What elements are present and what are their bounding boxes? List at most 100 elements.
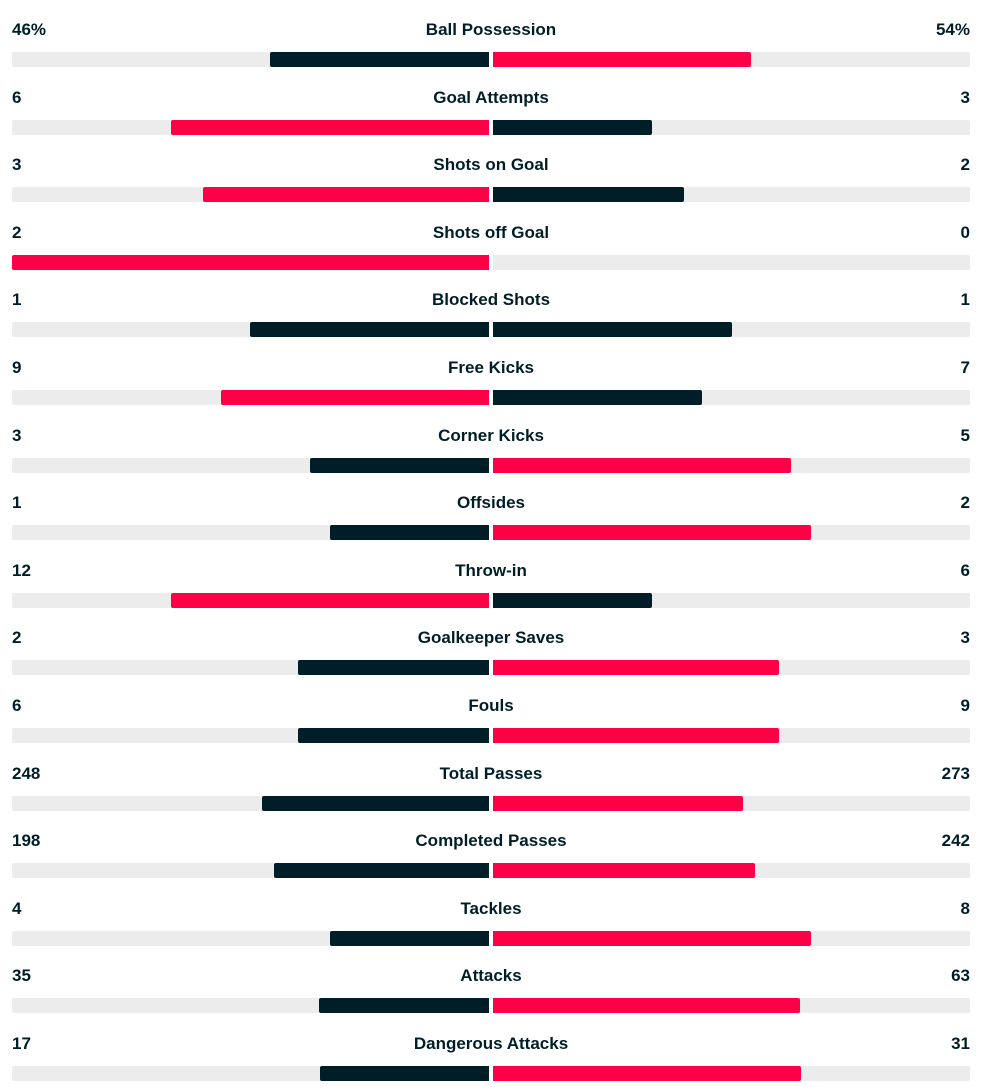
away-value: 2	[960, 493, 970, 513]
away-value: 7	[960, 358, 970, 377]
home-value: 6	[12, 87, 22, 107]
away-bar-track	[493, 998, 970, 1014]
home-bar-track	[12, 119, 489, 135]
stat-row: 17 Dangerous Attacks 31	[12, 1031, 970, 1091]
away-bar-fill	[493, 119, 652, 135]
stat-row: 4 Tackles 8	[12, 896, 970, 956]
away-bar-track	[493, 930, 970, 946]
stat-bar	[12, 930, 970, 946]
away-value: 8	[960, 898, 970, 918]
stat-name: Total Passes	[439, 763, 543, 783]
home-value: 248	[12, 763, 41, 783]
home-bar-fill	[274, 863, 489, 879]
stat-name: Shots off Goal	[432, 222, 550, 242]
stat-row: 35 Attacks 63	[12, 963, 970, 1023]
stat-row: 2 Goalkeeper Saves 3	[12, 625, 970, 685]
stat-bar	[12, 1066, 970, 1081]
stat-row: 6 Fouls 9	[12, 693, 970, 753]
stat-name: Goalkeeper Saves	[417, 628, 565, 648]
away-bar-track	[493, 119, 970, 135]
stat-row: 6 Goal Attempts 3	[12, 85, 970, 145]
stat-labels: 46% Ball Possession 54%	[12, 17, 970, 43]
stat-bar	[12, 728, 970, 743]
stat-bar	[12, 187, 970, 203]
home-bar-fill	[330, 930, 489, 946]
stat-name: Goal Attempts	[433, 87, 549, 107]
stat-row: 46% Ball Possession 54%	[12, 17, 970, 77]
stat-row: 12 Throw-in 6	[12, 558, 970, 618]
home-bar-fill	[262, 795, 489, 811]
stat-row: 1 Offsides 2	[12, 490, 970, 550]
away-bar-fill	[493, 660, 779, 676]
away-bar-track	[493, 1066, 970, 1081]
stat-name: Offsides	[456, 493, 526, 513]
home-bar-fill	[171, 592, 489, 608]
home-bar-fill	[203, 187, 489, 203]
away-bar-track	[493, 187, 970, 203]
away-value: 6	[960, 560, 970, 580]
stat-bar	[12, 119, 970, 135]
away-bar-track	[493, 457, 970, 473]
away-bar-fill	[493, 592, 652, 608]
home-value: 2	[12, 628, 22, 648]
away-bar-fill	[493, 52, 751, 67]
stat-name: Dangerous Attacks	[413, 1034, 569, 1053]
home-bar-fill	[270, 52, 489, 67]
away-value: 1	[960, 290, 970, 310]
away-bar-fill	[493, 187, 684, 203]
home-value: 3	[12, 425, 22, 445]
home-value: 17	[12, 1034, 31, 1053]
home-bar-track	[12, 728, 489, 743]
home-bar-fill	[12, 254, 489, 270]
away-bar-track	[493, 390, 970, 405]
away-bar-track	[493, 795, 970, 811]
away-bar-track	[493, 863, 970, 879]
home-bar-track	[12, 254, 489, 270]
away-value: 2	[960, 155, 970, 175]
away-bar-track	[493, 728, 970, 743]
away-bar-track	[493, 660, 970, 676]
stat-bar	[12, 795, 970, 811]
home-value: 3	[12, 155, 22, 175]
stat-labels: 1 Blocked Shots 1	[12, 287, 970, 313]
stat-row: 3 Corner Kicks 5	[12, 423, 970, 483]
away-bar-track	[493, 525, 970, 541]
stat-row: 198 Completed Passes 242	[12, 828, 970, 888]
home-bar-track	[12, 863, 489, 879]
home-bar-track	[12, 592, 489, 608]
stat-name: Corner Kicks	[438, 425, 544, 445]
home-bar-fill	[171, 119, 489, 135]
stat-labels: 2 Goalkeeper Saves 3	[12, 625, 970, 651]
home-bar-track	[12, 998, 489, 1014]
home-bar-track	[12, 187, 489, 203]
stat-bar	[12, 660, 970, 676]
stat-bar	[12, 390, 970, 405]
stat-bar	[12, 998, 970, 1014]
stat-row: 2 Shots off Goal 0	[12, 220, 970, 280]
away-bar-track	[493, 254, 970, 270]
away-bar-fill	[493, 457, 791, 473]
away-value: 54%	[935, 20, 970, 39]
home-bar-fill	[250, 322, 489, 338]
stat-name: Ball Possession	[425, 20, 557, 39]
home-bar-track	[12, 52, 489, 67]
home-value: 198	[12, 831, 41, 851]
stat-name: Throw-in	[455, 560, 527, 580]
home-bar-track	[12, 660, 489, 676]
stat-labels: 198 Completed Passes 242	[12, 828, 970, 854]
home-bar-fill	[320, 1066, 489, 1081]
stat-name: Blocked Shots	[431, 290, 551, 310]
away-bar-fill	[493, 728, 779, 743]
home-bar-track	[12, 322, 489, 338]
away-value: 31	[951, 1034, 970, 1053]
stat-bar	[12, 525, 970, 541]
away-bar-fill	[493, 998, 800, 1014]
away-value: 5	[960, 425, 970, 445]
home-value: 6	[12, 696, 22, 715]
home-value: 1	[12, 493, 22, 513]
home-value: 35	[12, 966, 31, 986]
away-value: 63	[951, 966, 970, 986]
home-bar-fill	[330, 525, 489, 541]
stat-labels: 12 Throw-in 6	[12, 558, 970, 584]
